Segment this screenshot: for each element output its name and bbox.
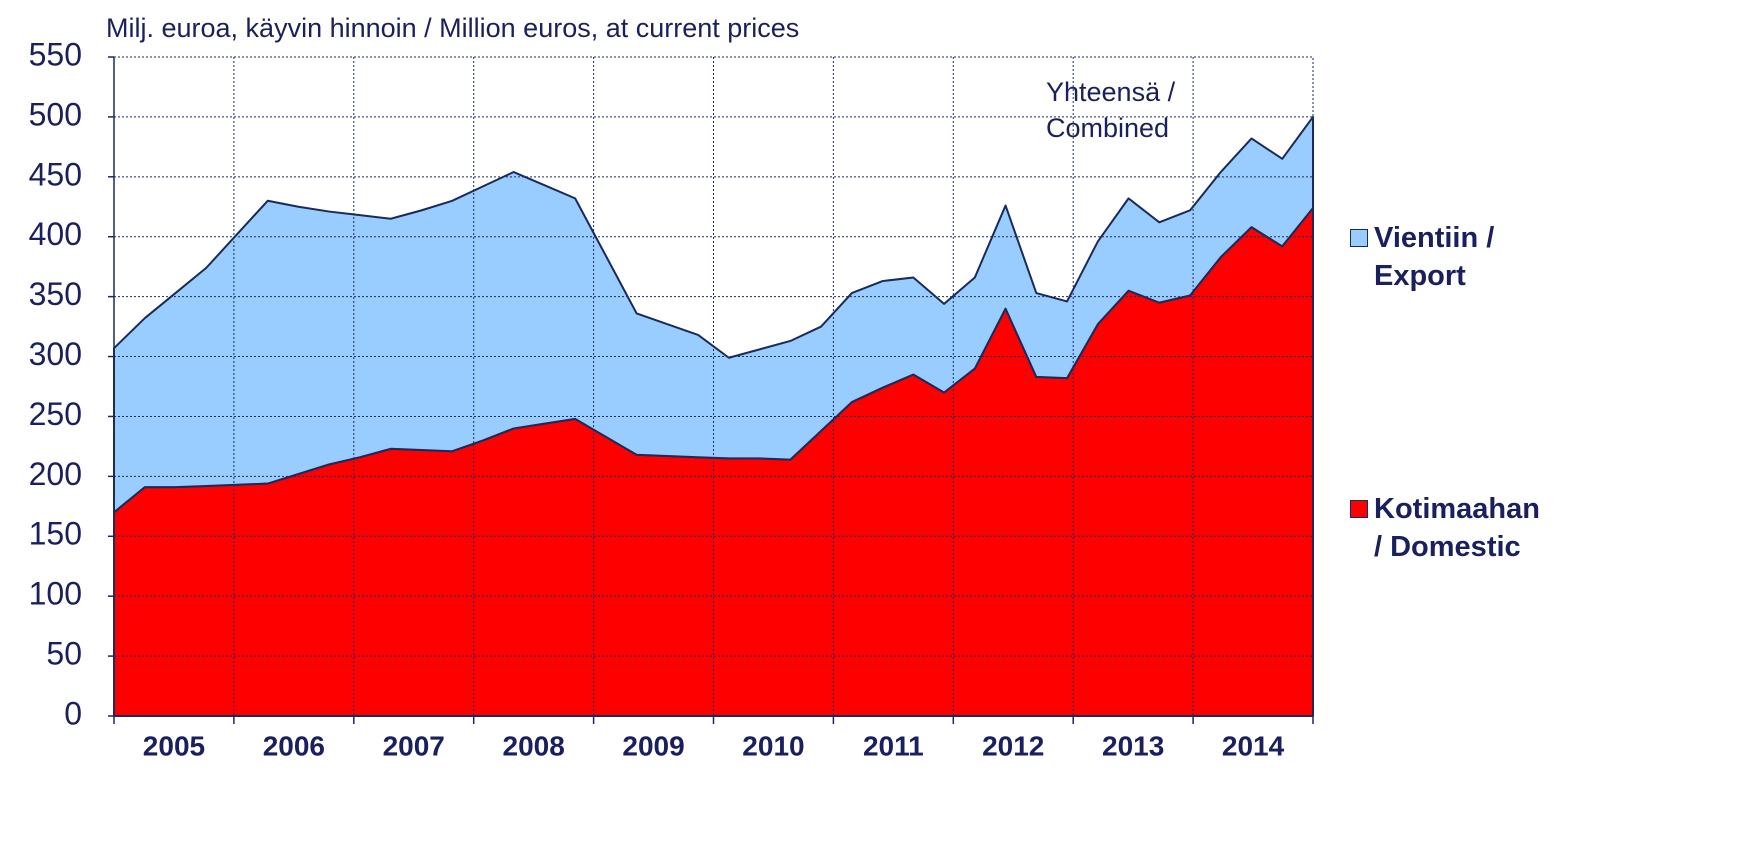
x-tick-label: 2009 — [622, 730, 684, 761]
y-tick-label: 500 — [29, 96, 82, 132]
x-tick-label: 2006 — [263, 730, 325, 761]
legend-swatch — [1350, 500, 1368, 518]
y-tick-label: 400 — [29, 216, 82, 252]
x-tick-label: 2010 — [742, 730, 804, 761]
legend-label: Vientiin / Export — [1374, 222, 1495, 292]
y-tick-label: 350 — [29, 276, 82, 312]
legend-item: Vientiin / Export — [1348, 219, 1494, 295]
y-tick-label: 150 — [29, 516, 82, 552]
y-tick-label: 450 — [29, 156, 82, 192]
y-tick-label: 250 — [29, 396, 82, 432]
x-tick-label: 2007 — [383, 730, 445, 761]
x-tick-label: 2012 — [982, 730, 1044, 761]
x-tick-label: 2011 — [863, 730, 924, 761]
legend-label: Kotimaahan / Domestic — [1374, 493, 1540, 563]
y-tick-label: 0 — [64, 695, 82, 731]
x-tick-label: 2005 — [143, 730, 205, 761]
y-tick-label: 550 — [29, 36, 82, 72]
y-tick-label: 200 — [29, 456, 82, 492]
x-tick-label: 2013 — [1102, 730, 1164, 761]
x-tick-label: 2008 — [503, 730, 565, 761]
chart-title: Milj. euroa, käyvin hinnoin / Million eu… — [106, 13, 799, 43]
legend-item: Kotimaahan / Domestic — [1348, 490, 1540, 566]
area — [113, 115, 1314, 514]
y-tick-label: 100 — [29, 576, 82, 612]
legend-swatch — [1350, 229, 1368, 247]
x-tick-label: 2014 — [1222, 730, 1285, 761]
annotation: Yhteensä / Combined — [1046, 77, 1176, 143]
y-tick-label: 50 — [46, 636, 82, 672]
y-tick-label: 300 — [29, 336, 82, 372]
